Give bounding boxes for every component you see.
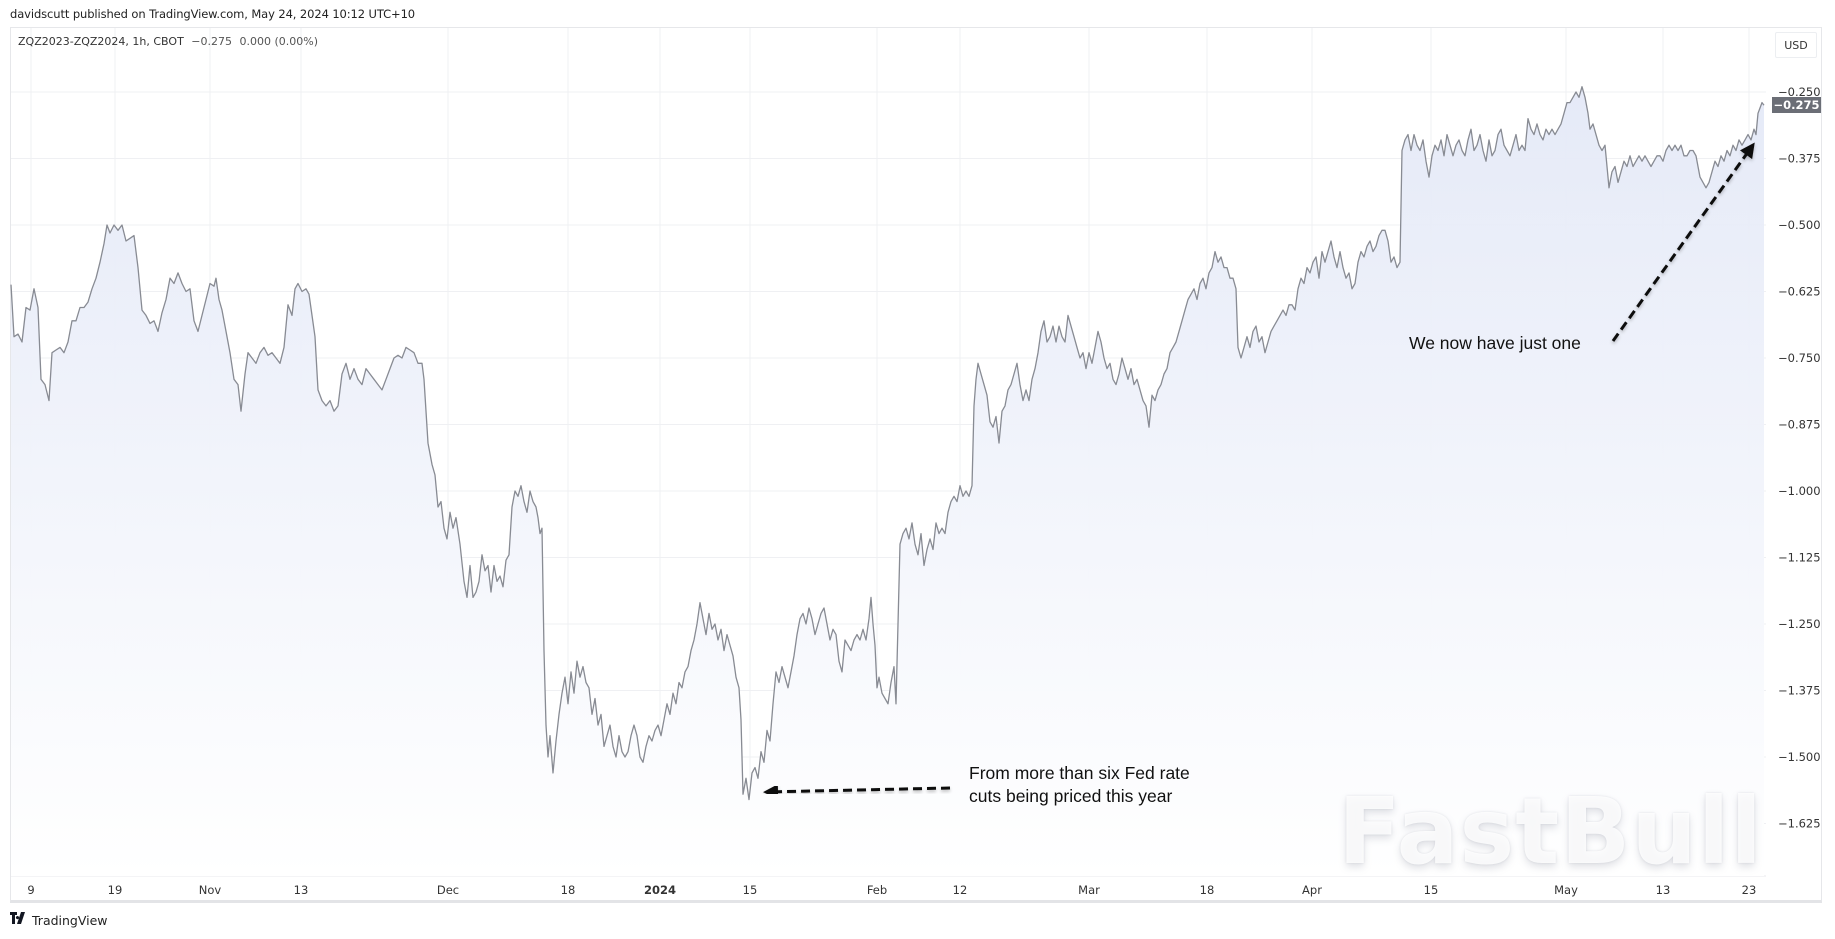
price-axis-label: −1.625 xyxy=(1778,817,1821,831)
tradingview-logo-icon xyxy=(10,912,28,928)
annotation-lower: From more than six Fed rate cuts being p… xyxy=(969,762,1190,808)
publish-info: davidscutt published on TradingView.com,… xyxy=(10,7,416,21)
time-axis-label: 19 xyxy=(108,883,123,897)
time-axis-label: 15 xyxy=(1424,883,1439,897)
time-axis-label: 18 xyxy=(561,883,576,897)
currency-button[interactable]: USD xyxy=(1775,32,1817,58)
price-line xyxy=(10,86,1765,801)
annotation-lower-line1: From more than six Fed rate xyxy=(969,763,1190,783)
time-axis-label: 13 xyxy=(1656,883,1671,897)
tradingview-footer[interactable]: TradingView xyxy=(10,912,108,928)
price-axis-label: −0.750 xyxy=(1778,351,1821,365)
last-price: −0.275 xyxy=(191,35,233,48)
price-axis-label: −1.500 xyxy=(1778,750,1821,764)
time-axis[interactable]: 9 19 Nov 13 Dec 18 2024 15 Feb 12 Mar 18 Apr 15 May 13 2… xyxy=(27,883,1756,897)
tradingview-brand: TradingView xyxy=(32,912,108,928)
time-axis-label: 13 xyxy=(294,883,309,897)
price-axis[interactable]: −0.250 −0.375 −0.500 −0.625 −0.750 −0.875 −1.0… xyxy=(1778,85,1821,831)
symbol-label: ZQZ2023-ZQZ2024, 1h, CBOT xyxy=(18,35,184,48)
time-axis-label: Nov xyxy=(199,883,222,897)
annotation-arrow-lower xyxy=(763,784,951,800)
time-axis-label: Feb xyxy=(867,883,887,897)
price-area-fill xyxy=(11,86,1764,876)
time-axis-label: Mar xyxy=(1078,883,1100,897)
annotation-arrow-upper xyxy=(1611,142,1755,342)
time-axis-label: Apr xyxy=(1302,883,1322,897)
time-axis-label: 12 xyxy=(953,883,968,897)
price-axis-label: −0.250 xyxy=(1778,85,1821,99)
price-axis-label: −0.500 xyxy=(1778,218,1821,232)
price-axis-label: −0.875 xyxy=(1778,418,1821,432)
time-axis-label: Dec xyxy=(437,883,459,897)
price-axis-label: −1.375 xyxy=(1778,684,1821,698)
symbol-legend[interactable]: ZQZ2023-ZQZ2024, 1h, CBOT −0.275 0.000 (… xyxy=(18,35,318,48)
time-axis-label: 23 xyxy=(1742,883,1757,897)
price-axis-label: −0.375 xyxy=(1778,152,1821,166)
price-change: 0.000 (0.00%) xyxy=(239,35,319,48)
last-price-tag: −0.275 xyxy=(1772,97,1821,113)
price-axis-label: −1.250 xyxy=(1778,617,1821,631)
time-axis-label: 2024 xyxy=(644,883,676,897)
annotation-upper: We now have just one xyxy=(1409,333,1581,353)
time-axis-label: 18 xyxy=(1200,883,1215,897)
price-axis-label: −1.125 xyxy=(1778,551,1821,565)
price-axis-label: −1.000 xyxy=(1778,484,1821,498)
annotation-lower-line2: cuts being priced this year xyxy=(969,786,1173,806)
price-axis-label: −0.625 xyxy=(1778,285,1821,299)
time-axis-label: 9 xyxy=(27,883,34,897)
time-axis-label: May xyxy=(1554,883,1578,897)
time-axis-label: 15 xyxy=(743,883,758,897)
fastbull-watermark: FastBull xyxy=(1338,778,1763,885)
